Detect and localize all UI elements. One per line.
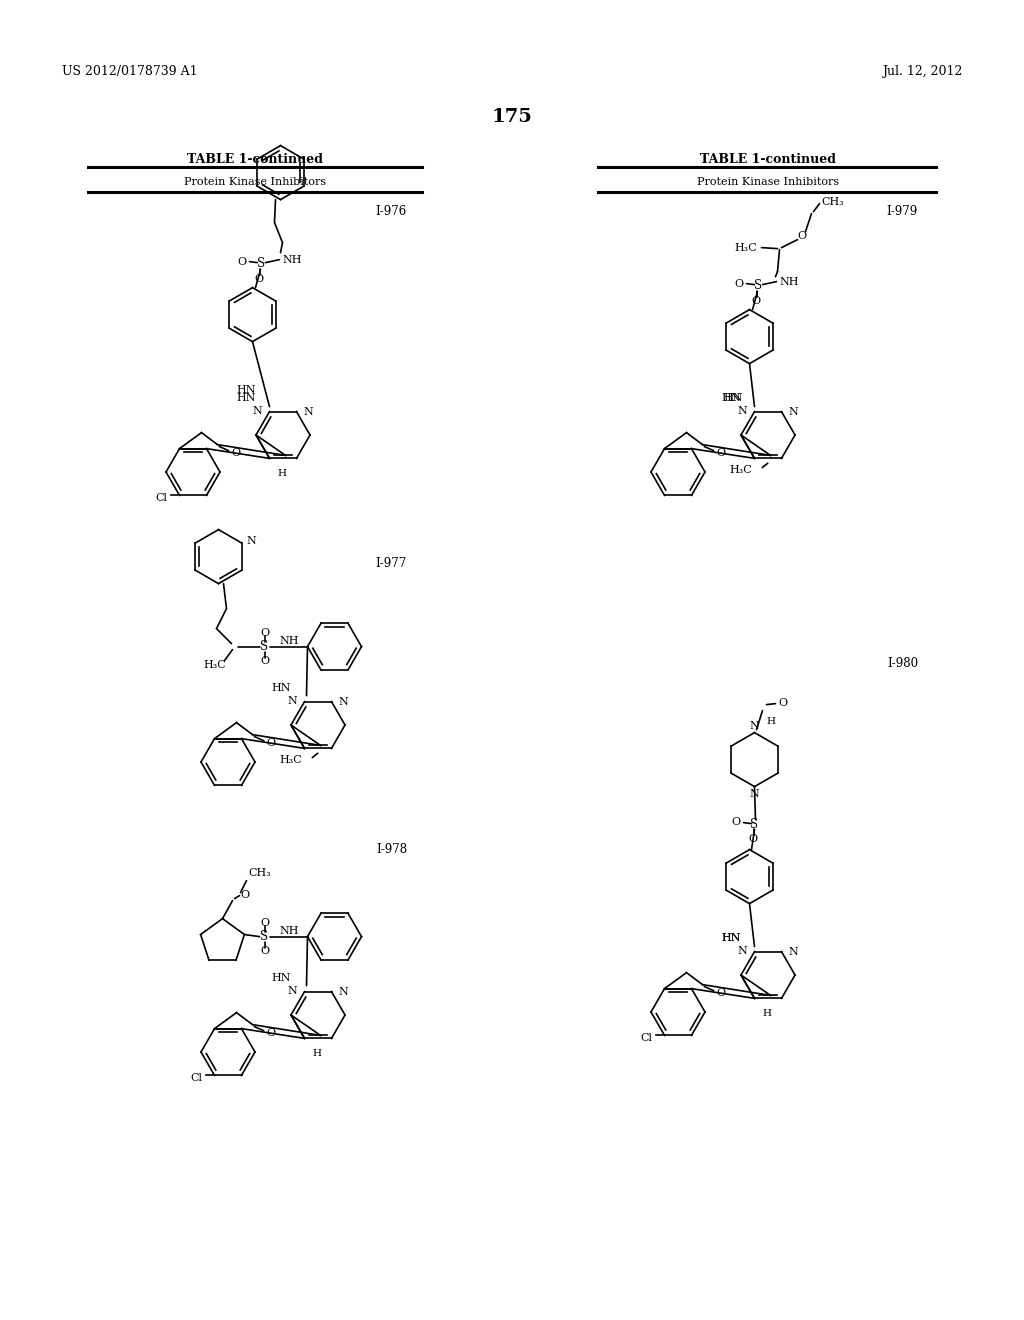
Text: Cl: Cl — [156, 494, 168, 503]
Text: N: N — [788, 946, 799, 957]
Text: S: S — [751, 818, 759, 832]
Text: O: O — [260, 917, 269, 928]
Text: US 2012/0178739 A1: US 2012/0178739 A1 — [62, 65, 198, 78]
Text: N: N — [247, 536, 257, 546]
Text: I-979: I-979 — [887, 205, 918, 218]
Text: O: O — [231, 447, 241, 458]
Text: Cl: Cl — [640, 1034, 652, 1043]
Text: Protein Kinase Inhibitors: Protein Kinase Inhibitors — [697, 177, 839, 187]
Text: O: O — [717, 447, 726, 458]
Text: HN: HN — [271, 973, 291, 982]
Text: N: N — [788, 407, 799, 417]
Text: O: O — [778, 697, 787, 708]
Text: Protein Kinase Inhibitors: Protein Kinase Inhibitors — [184, 177, 326, 187]
Text: H: H — [767, 717, 775, 726]
Text: O: O — [254, 273, 263, 284]
Text: O: O — [717, 987, 726, 998]
Text: O: O — [260, 656, 269, 665]
Text: H₃C: H₃C — [204, 660, 226, 669]
Text: O: O — [734, 279, 743, 289]
Text: O: O — [241, 890, 250, 900]
Text: N: N — [288, 986, 298, 995]
Text: O: O — [266, 1027, 275, 1038]
Text: NH: NH — [279, 925, 299, 936]
Text: N: N — [303, 407, 313, 417]
Text: N: N — [737, 945, 748, 956]
Text: O: O — [266, 738, 275, 747]
Text: NH: NH — [779, 277, 799, 286]
Text: O: O — [731, 817, 740, 826]
Text: N: N — [339, 986, 348, 997]
Text: HN: HN — [236, 384, 256, 395]
Text: N: N — [750, 788, 760, 799]
Text: N: N — [737, 405, 748, 416]
Text: 175: 175 — [492, 108, 532, 125]
Text: S: S — [257, 257, 265, 271]
Text: O: O — [238, 256, 247, 267]
Text: HN: HN — [271, 682, 291, 693]
Text: H₃C: H₃C — [735, 243, 758, 252]
Text: HN: HN — [721, 933, 740, 942]
Text: S: S — [260, 931, 268, 942]
Text: N: N — [339, 697, 348, 706]
Text: O: O — [797, 231, 806, 240]
Text: H: H — [762, 1010, 771, 1019]
Text: HN: HN — [723, 392, 742, 403]
Text: NH: NH — [279, 636, 299, 645]
Text: HN: HN — [721, 392, 740, 403]
Text: H₃C: H₃C — [280, 755, 302, 766]
Text: HN: HN — [721, 933, 740, 942]
Text: I-977: I-977 — [376, 557, 407, 570]
Text: H₃C: H₃C — [730, 466, 753, 475]
Text: O: O — [260, 945, 269, 956]
Text: I-980: I-980 — [887, 657, 918, 671]
Text: N: N — [288, 696, 298, 706]
Text: TABLE 1-continued: TABLE 1-continued — [700, 153, 836, 166]
Text: N: N — [750, 721, 760, 730]
Text: O: O — [260, 627, 269, 638]
Text: S: S — [260, 640, 268, 653]
Text: TABLE 1-continued: TABLE 1-continued — [187, 153, 323, 166]
Text: NH: NH — [283, 255, 302, 264]
Text: O: O — [748, 834, 757, 843]
Text: S: S — [755, 279, 763, 292]
Text: O: O — [751, 296, 760, 306]
Text: Jul. 12, 2012: Jul. 12, 2012 — [882, 65, 962, 78]
Text: N: N — [253, 405, 262, 416]
Text: H: H — [278, 470, 286, 478]
Text: Cl: Cl — [190, 1073, 203, 1084]
Text: H: H — [312, 1049, 321, 1059]
Text: I-976: I-976 — [376, 205, 407, 218]
Text: CH₃: CH₃ — [821, 197, 844, 207]
Text: I-978: I-978 — [376, 843, 407, 855]
Text: HN: HN — [236, 392, 256, 403]
Text: CH₃: CH₃ — [249, 867, 271, 878]
